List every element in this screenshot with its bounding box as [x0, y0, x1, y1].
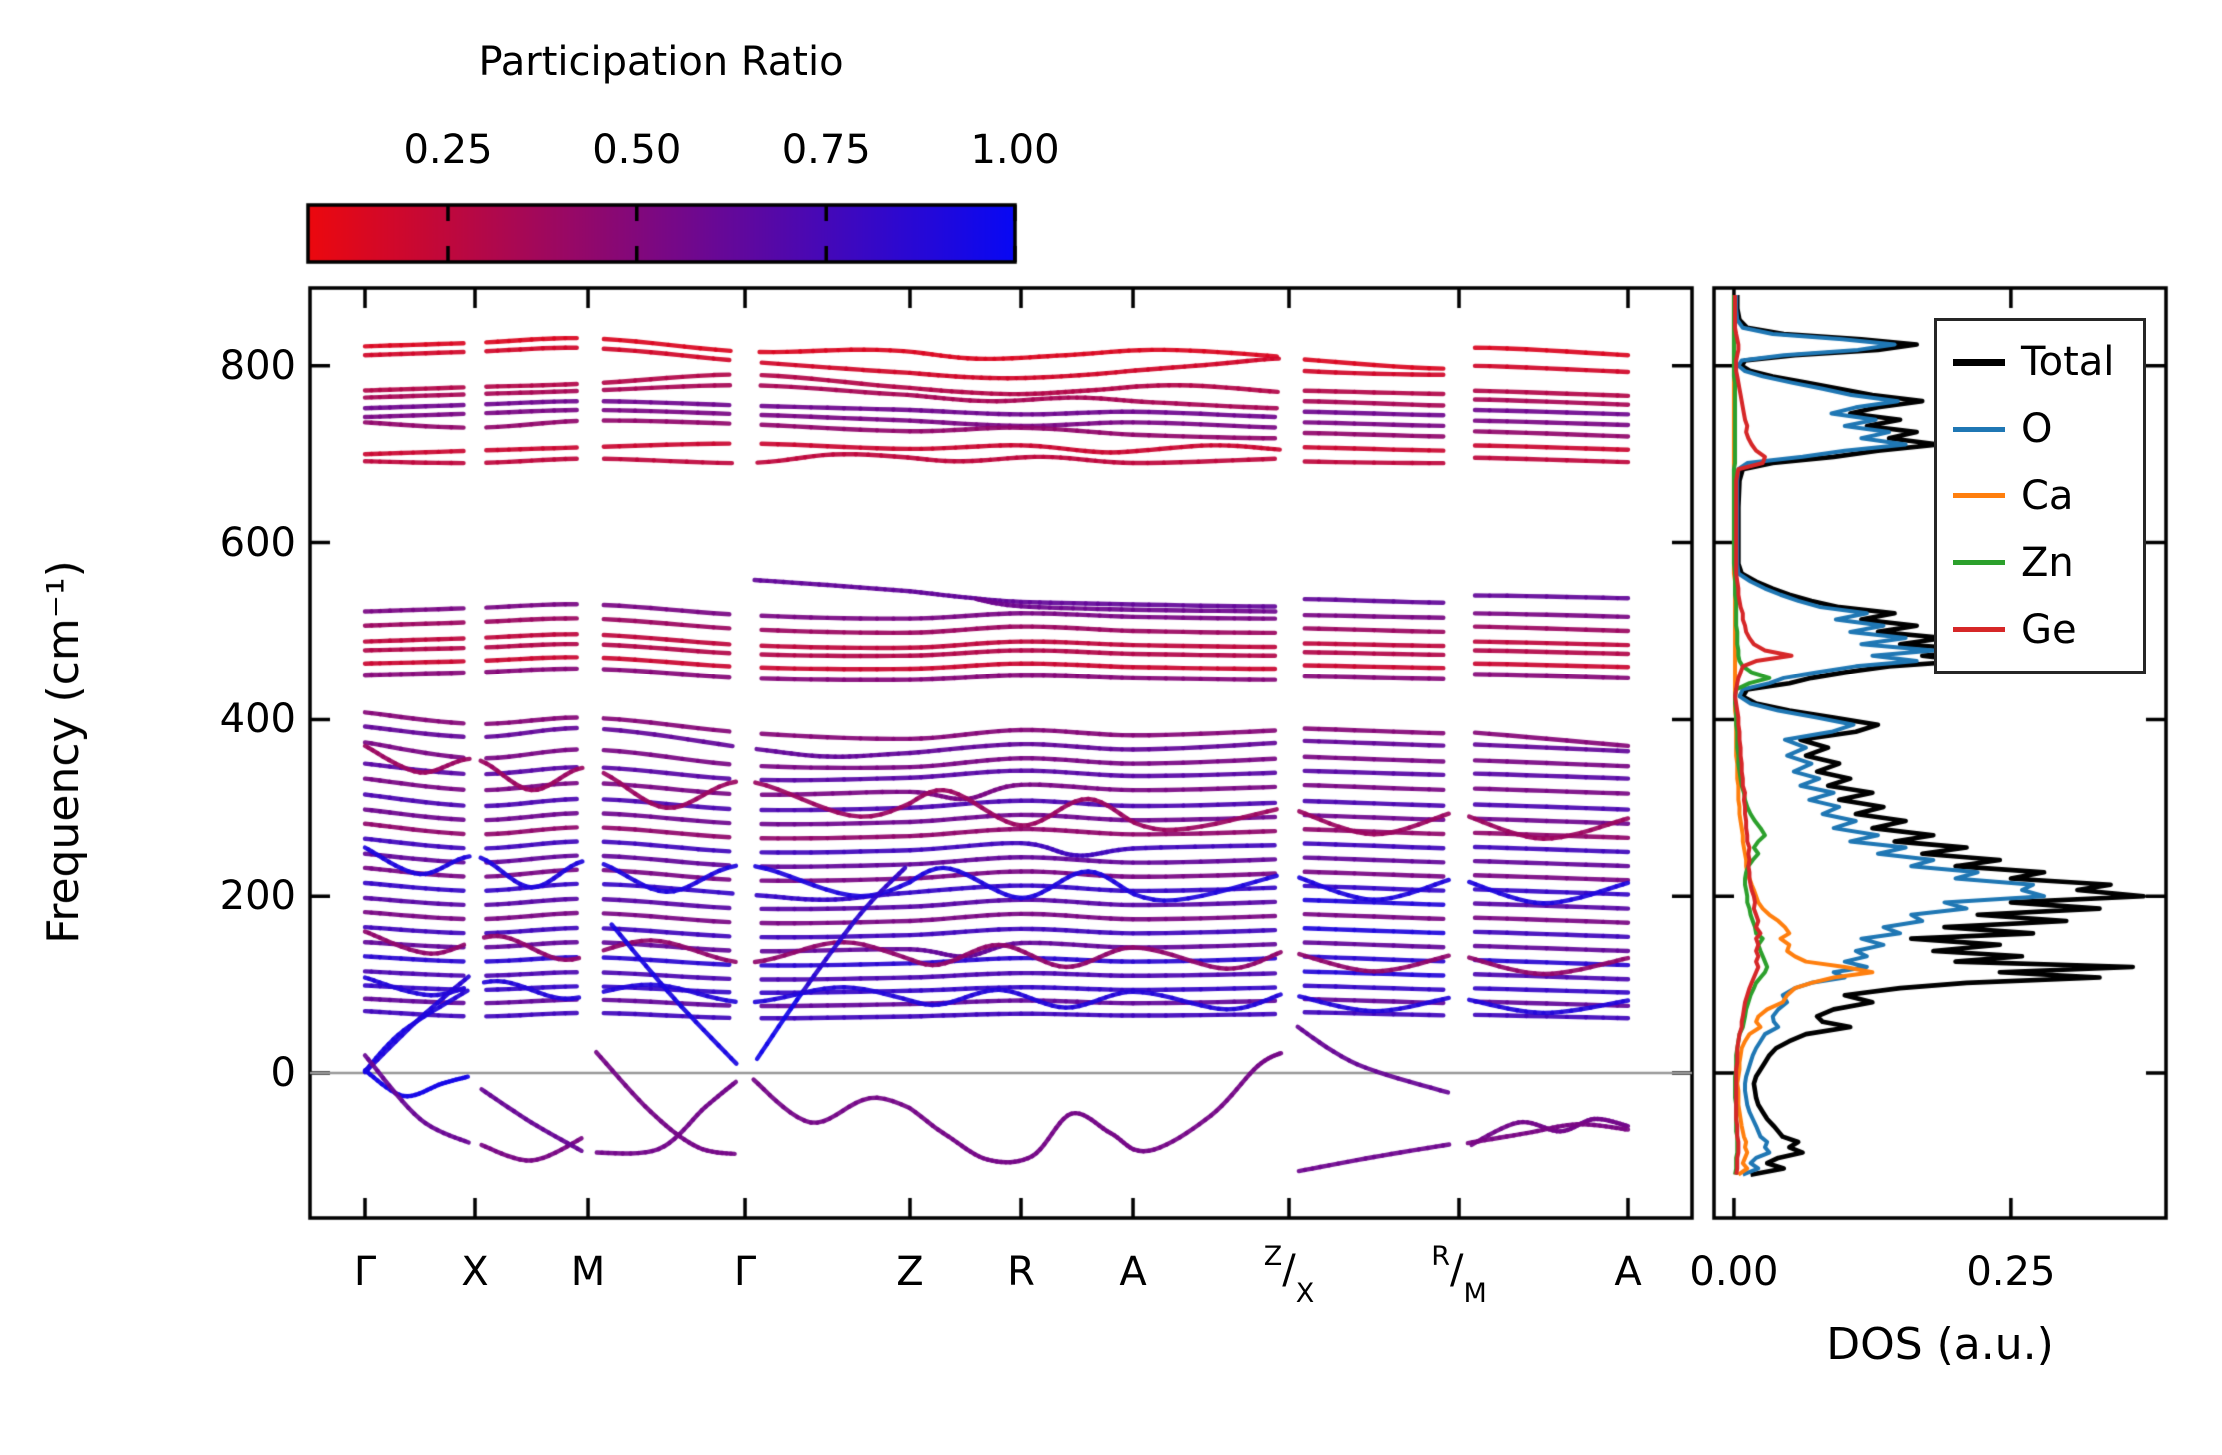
dos-legend: Total O Ca Zn Ge	[1934, 318, 2146, 674]
dos-tick-label: 0.00	[1689, 1249, 1779, 1295]
kpoint-label-separator: /	[1282, 1247, 1296, 1294]
colorbar-tick-label: 0.50	[592, 127, 682, 173]
kpoint-label: Γ	[353, 1249, 377, 1295]
legend-swatch	[1953, 358, 2005, 366]
kpoint-label-composite: Z/X	[1264, 1243, 1314, 1307]
legend-item-ca: Ca	[1953, 476, 2143, 516]
kpoint-label: A	[1614, 1249, 1642, 1295]
legend-swatch	[1953, 627, 2005, 633]
kpoint-label: A	[1119, 1249, 1147, 1295]
legend-label: O	[2021, 406, 2053, 453]
dos-tick-label: 0.25	[1966, 1249, 2056, 1295]
colorbar-tick-label: 0.25	[403, 127, 493, 173]
y-tick-label: 200	[219, 873, 296, 920]
kpoint-label-bottom: X	[1295, 1278, 1315, 1310]
colorbar-tick-label: 1.00	[970, 127, 1060, 173]
kpoint-label-top: Z	[1263, 1240, 1283, 1272]
colorbar-tick-label: 0.75	[781, 127, 871, 173]
legend-label: Ge	[2021, 606, 2077, 653]
y-tick-label: 600	[219, 519, 296, 566]
kpoint-label-composite: R/M	[1431, 1243, 1487, 1307]
colorbar-title: Participation Ratio	[478, 39, 844, 85]
kpoint-label-bottom: M	[1463, 1278, 1487, 1310]
y-tick-label: 400	[219, 696, 296, 743]
legend-swatch	[1953, 493, 2005, 499]
legend-swatch	[1953, 560, 2005, 566]
legend-item-total: Total	[1953, 342, 2143, 382]
kpoint-label: Z	[896, 1249, 924, 1295]
legend-label: Ca	[2021, 472, 2074, 519]
y-axis-label: Frequency (cm⁻¹)	[38, 560, 89, 944]
legend-label: Zn	[2021, 539, 2074, 586]
legend-item-o: O	[1953, 409, 2143, 449]
kpoint-label: X	[461, 1249, 489, 1295]
legend-item-ge: Ge	[1953, 610, 2143, 650]
kpoint-label: R	[1007, 1249, 1035, 1295]
kpoint-label-separator: /	[1449, 1247, 1464, 1294]
kpoint-label: M	[570, 1249, 606, 1295]
kpoint-label-top: R	[1431, 1240, 1450, 1272]
legend-item-zn: Zn	[1953, 543, 2143, 583]
y-tick-label: 800	[219, 342, 296, 389]
dos-axis-label: DOS (a.u.)	[1826, 1319, 2054, 1370]
legend-label: Total	[2021, 339, 2115, 386]
legend-swatch	[1953, 426, 2005, 432]
y-tick-label: 0	[270, 1050, 296, 1097]
kpoint-label: Γ	[733, 1249, 757, 1295]
